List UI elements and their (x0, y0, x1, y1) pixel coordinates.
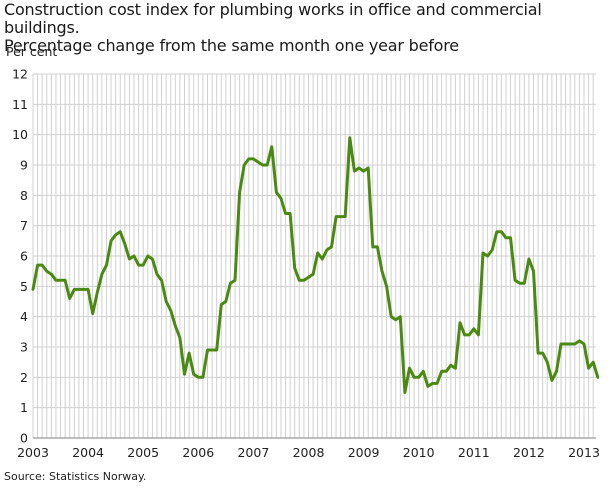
y-tick-label: 9 (20, 158, 28, 173)
y-axis-label: Per cent (6, 44, 58, 59)
y-tick-label: 7 (20, 218, 28, 233)
x-tick-label: 2009 (348, 445, 380, 460)
x-tick-label: 2006 (182, 445, 214, 460)
data-line (31, 136, 600, 394)
y-tick-label: 10 (12, 127, 28, 142)
source-note: Source: Statistics Norway. (4, 470, 147, 483)
y-tick-label: 6 (20, 249, 28, 264)
x-tick-label: 2011 (458, 445, 490, 460)
x-tick-label: 2012 (513, 445, 545, 460)
x-tick-label: 2007 (237, 445, 269, 460)
chart-title: Construction cost index for plumbing wor… (4, 1, 610, 55)
x-tick-label: 2013 (568, 445, 600, 460)
x-tick-label: 2008 (293, 445, 325, 460)
y-tick-label: 11 (12, 97, 28, 112)
x-tick-label: 2003 (17, 445, 49, 460)
y-tick-label: 4 (20, 309, 28, 324)
y-tick-label: 8 (20, 188, 28, 203)
y-tick-label: 2 (20, 370, 28, 385)
y-tick-label: 5 (20, 279, 28, 294)
x-tick-label: 2005 (127, 445, 159, 460)
y-tick-label: 3 (20, 340, 28, 355)
x-tick-label: 2010 (403, 445, 435, 460)
x-axis-ticks: 2003 2004 2005 2006 2007 2008 2009 2010 2011 2012… (17, 445, 600, 460)
y-tick-label: 12 (12, 67, 28, 82)
chart-title-line2: Percentage change from the same month on… (4, 36, 459, 55)
y-tick-label: 1 (20, 400, 28, 415)
x-tick-label: 2004 (72, 445, 104, 460)
chart-title-line1: Construction cost index for plumbing wor… (4, 0, 542, 37)
y-tick-label: 0 (20, 431, 28, 446)
